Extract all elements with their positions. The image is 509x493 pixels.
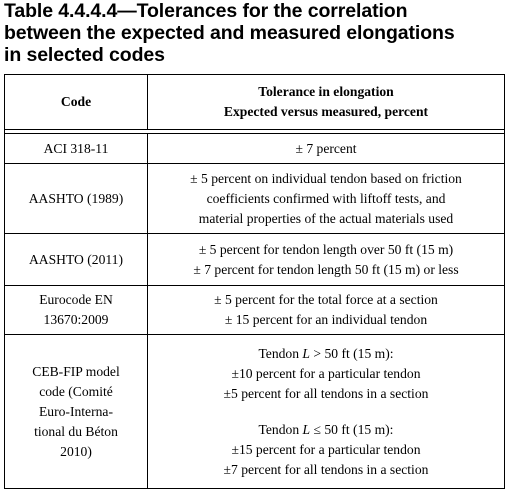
table-caption: Table 4.4.4.4—Tolerances for the correla… <box>4 0 504 66</box>
code-line: 13670:2009 <box>43 312 109 327</box>
code-line: code (Comité <box>39 383 113 399</box>
tolerance-line: ±15 percent for a particular tendon <box>231 441 421 457</box>
tolerance-cell: ± 5 percent for tendon length over 50 ft… <box>147 233 505 286</box>
code-line: CEB-FIP model <box>32 363 120 379</box>
table-row: AASHTO (2011) ± 5 percent for tendon len… <box>4 233 505 286</box>
tolerance-cell: ± 5 percent for the total force at a sec… <box>147 285 505 335</box>
table-row: CEB-FIP model code (Comité Euro-Interna-… <box>4 334 505 489</box>
header-tolerance-line-1: Tolerance in elongation <box>258 84 394 99</box>
tendon-prefix: Tendon <box>258 345 303 361</box>
table-row: ACI 318-11 ± 7 percent <box>4 133 505 164</box>
header-tolerance-line-2: Expected versus measured, percent <box>223 104 429 119</box>
tolerance-cell: Tendon L > 50 ft (15 m): ±10 percent for… <box>147 334 505 489</box>
caption-line-1: Table 4.4.4.4—Tolerances for the correla… <box>4 0 408 22</box>
header-row: Code Tolerance in elongation Expected ve… <box>4 74 505 130</box>
tolerance-line: ±7 percent for all tendons in a section <box>223 461 429 477</box>
tolerance-line: ±10 percent for a particular tendon <box>231 365 421 381</box>
tolerance-cell: ± 5 percent on individual tendon based o… <box>147 163 505 234</box>
tendon-condition-over: Tendon L > 50 ft (15 m): <box>152 344 500 364</box>
caption-line-2: between the expected and measured elonga… <box>4 22 455 44</box>
code-cell: AASHTO (1989) <box>4 163 148 234</box>
tolerance-line: ± 5 percent on individual tendon based o… <box>190 170 462 186</box>
length-variable: L <box>302 421 311 437</box>
condition-text: ≤ 50 ft (15 m): <box>310 421 394 437</box>
code-line: 2010) <box>60 443 92 459</box>
tolerance-cell: ± 7 percent <box>147 133 505 164</box>
table-row: Eurocode EN 13670:2009 ± 5 percent for t… <box>4 285 505 335</box>
code-line: AASHTO (1989) <box>28 190 124 206</box>
tendon-prefix: Tendon <box>258 421 303 437</box>
code-cell: ACI 318-11 <box>4 133 148 164</box>
condition-text: > 50 ft (15 m): <box>309 345 394 361</box>
code-line: Eurocode EN <box>39 292 113 307</box>
tolerance-line: ± 5 percent for tendon length over 50 ft… <box>198 241 454 257</box>
spacer <box>152 404 500 420</box>
tendon-condition-under: Tendon L ≤ 50 ft (15 m): <box>152 420 500 440</box>
tolerance-table: Code Tolerance in elongation Expected ve… <box>4 74 505 489</box>
tolerance-line: ±5 percent for all tendons in a section <box>223 385 429 401</box>
tolerance-line: ± 5 percent for the total force at a sec… <box>214 292 438 307</box>
header-tolerance: Tolerance in elongation Expected versus … <box>147 74 505 130</box>
code-line: tional du Béton <box>34 423 118 439</box>
tolerance-line: coefficients confirmed with liftoff test… <box>206 190 446 206</box>
table-row: AASHTO (1989) ± 5 percent on individual … <box>4 163 505 234</box>
code-line: ACI 318-11 <box>43 140 109 156</box>
code-line: Euro-Interna- <box>39 403 113 419</box>
code-cell: Eurocode EN 13670:2009 <box>4 285 148 335</box>
length-variable: L <box>302 345 310 361</box>
code-cell: AASHTO (2011) <box>4 233 148 286</box>
code-line: AASHTO (2011) <box>28 251 124 267</box>
header-code: Code <box>4 74 148 130</box>
caption-line-3: in selected codes <box>4 44 165 66</box>
tolerance-line: material properties of the actual materi… <box>198 210 454 226</box>
tolerance-line: ± 15 percent for an individual tendon <box>224 312 428 327</box>
code-cell: CEB-FIP model code (Comité Euro-Interna-… <box>4 334 148 489</box>
tolerance-line: ± 7 percent <box>295 140 357 156</box>
tolerance-line: ± 7 percent for tendon length 50 ft (15 … <box>193 261 459 277</box>
